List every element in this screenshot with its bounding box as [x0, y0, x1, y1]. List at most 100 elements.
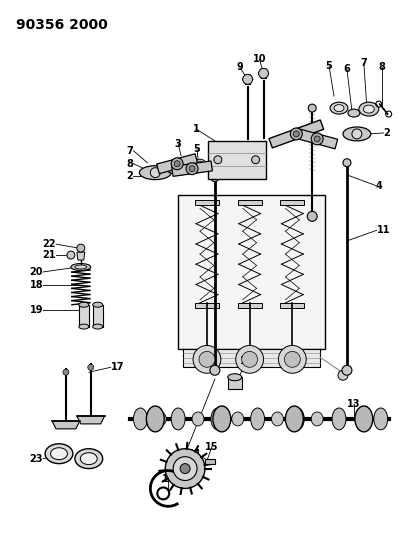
Circle shape — [175, 164, 185, 174]
Text: 15: 15 — [205, 442, 219, 452]
Ellipse shape — [213, 406, 231, 432]
Circle shape — [284, 351, 300, 367]
Bar — [93, 305, 103, 327]
Text: 3: 3 — [175, 139, 182, 149]
Circle shape — [342, 365, 352, 375]
Ellipse shape — [290, 408, 304, 430]
Ellipse shape — [363, 105, 374, 113]
Circle shape — [293, 131, 299, 137]
Ellipse shape — [93, 302, 103, 307]
Circle shape — [290, 128, 302, 140]
Circle shape — [314, 136, 320, 142]
Polygon shape — [269, 120, 324, 148]
Text: 7: 7 — [360, 59, 367, 68]
Circle shape — [252, 156, 260, 164]
Ellipse shape — [45, 444, 73, 464]
Polygon shape — [77, 252, 85, 260]
Ellipse shape — [133, 408, 147, 430]
Text: 14: 14 — [188, 449, 202, 459]
Polygon shape — [178, 196, 325, 350]
Circle shape — [214, 156, 222, 164]
Text: 8: 8 — [378, 62, 385, 72]
Ellipse shape — [232, 412, 244, 426]
Text: 7: 7 — [127, 146, 133, 156]
Ellipse shape — [228, 374, 242, 381]
Polygon shape — [52, 421, 80, 429]
Circle shape — [150, 168, 160, 177]
Ellipse shape — [93, 324, 103, 329]
Bar — [238, 303, 262, 308]
Ellipse shape — [75, 449, 103, 469]
Circle shape — [307, 212, 317, 221]
Bar — [195, 200, 219, 205]
Circle shape — [311, 133, 323, 145]
Circle shape — [67, 251, 75, 259]
Ellipse shape — [355, 406, 373, 432]
Ellipse shape — [194, 159, 206, 168]
Bar — [228, 377, 242, 389]
Circle shape — [193, 345, 221, 373]
Bar — [205, 459, 215, 464]
Text: 22: 22 — [43, 239, 56, 249]
Circle shape — [77, 244, 85, 252]
Ellipse shape — [334, 104, 344, 111]
Bar — [280, 200, 304, 205]
Ellipse shape — [79, 302, 89, 307]
Ellipse shape — [154, 412, 166, 426]
Polygon shape — [297, 129, 338, 149]
Text: 13: 13 — [347, 399, 361, 409]
Text: 21: 21 — [43, 250, 56, 260]
Ellipse shape — [330, 102, 348, 114]
Ellipse shape — [374, 408, 388, 430]
Text: 10: 10 — [253, 54, 266, 64]
Ellipse shape — [146, 406, 164, 432]
Ellipse shape — [79, 324, 89, 329]
Ellipse shape — [166, 163, 194, 175]
Text: 12: 12 — [240, 357, 253, 366]
Text: 9: 9 — [236, 62, 243, 72]
Text: 2: 2 — [127, 171, 133, 181]
Circle shape — [88, 365, 94, 370]
Ellipse shape — [285, 406, 303, 432]
Text: 4: 4 — [376, 181, 383, 191]
Text: 5: 5 — [326, 61, 332, 71]
Circle shape — [236, 345, 264, 373]
Circle shape — [173, 457, 197, 481]
Circle shape — [189, 166, 195, 172]
Circle shape — [211, 174, 219, 182]
Text: 2: 2 — [384, 128, 391, 138]
Ellipse shape — [80, 453, 97, 465]
Circle shape — [338, 370, 348, 380]
Ellipse shape — [251, 408, 265, 430]
Text: 11: 11 — [377, 225, 390, 235]
Ellipse shape — [192, 412, 204, 426]
Ellipse shape — [197, 161, 203, 166]
Circle shape — [308, 104, 316, 112]
Circle shape — [174, 161, 180, 167]
Circle shape — [199, 351, 215, 367]
Circle shape — [180, 464, 190, 473]
Text: 23: 23 — [30, 454, 43, 464]
Ellipse shape — [211, 408, 225, 430]
Bar — [280, 303, 304, 308]
Ellipse shape — [355, 412, 367, 426]
Circle shape — [171, 158, 183, 169]
Ellipse shape — [171, 408, 185, 430]
Circle shape — [279, 345, 306, 373]
Polygon shape — [172, 161, 212, 176]
Circle shape — [242, 351, 258, 367]
Text: 18: 18 — [30, 280, 43, 290]
Circle shape — [210, 365, 220, 375]
Ellipse shape — [75, 265, 87, 269]
Polygon shape — [77, 416, 105, 424]
Bar — [183, 350, 320, 367]
Polygon shape — [208, 141, 266, 179]
Text: 19: 19 — [30, 305, 43, 314]
Circle shape — [63, 369, 69, 375]
Circle shape — [352, 129, 362, 139]
Ellipse shape — [311, 412, 323, 426]
Circle shape — [243, 74, 253, 84]
Ellipse shape — [139, 166, 171, 180]
Ellipse shape — [271, 412, 283, 426]
Bar — [238, 200, 262, 205]
